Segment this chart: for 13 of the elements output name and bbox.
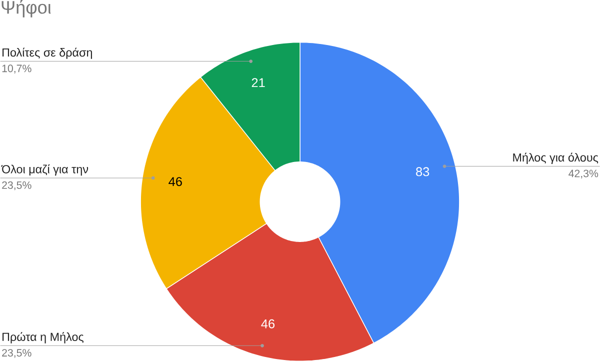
data-label: 83	[416, 167, 430, 176]
text: 42,3%	[568, 170, 598, 179]
text: 23,5%	[2, 349, 32, 358]
text: 10,7%	[2, 64, 32, 74]
slice-label: Πρώτα η Μήλος	[2, 332, 84, 344]
text: 23,5%	[2, 182, 32, 190]
chart-title: Ψήφοι	[2, 0, 51, 18]
slice-label: Μήλος για όλους	[513, 152, 598, 164]
data-label: 46	[261, 320, 275, 329]
slice-label: Όλοι μαζί για την	[1, 164, 88, 176]
slice-label: Πολίτες σε δράση	[2, 48, 92, 60]
data-label: 21	[252, 78, 265, 88]
data-label: 46	[168, 177, 182, 186]
